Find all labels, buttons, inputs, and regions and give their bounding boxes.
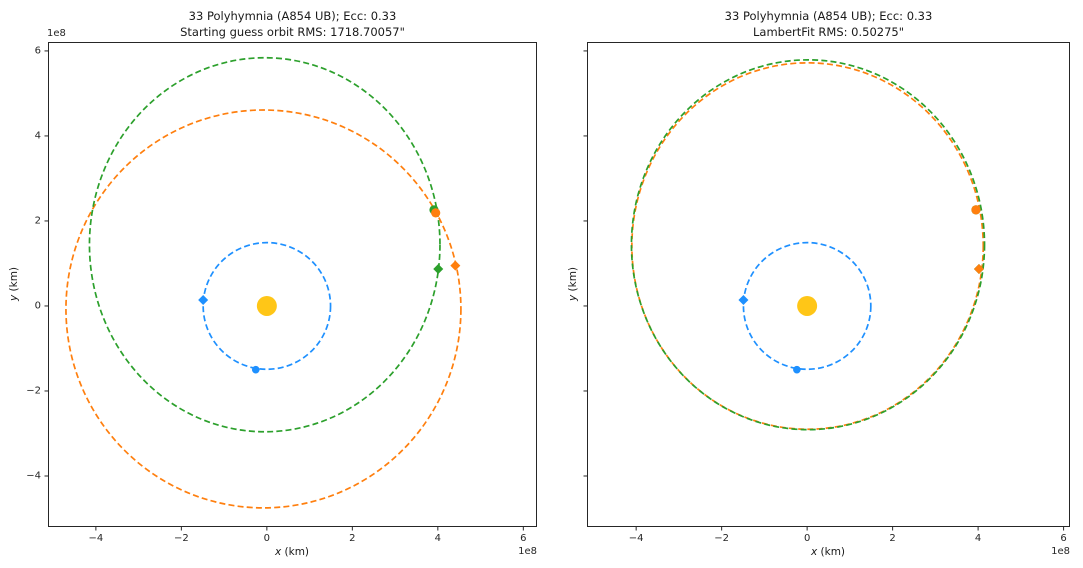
right-y-axis-label-var: y: [567, 294, 579, 302]
x-tick-label: −2: [714, 533, 730, 544]
right-plot-title-line2: LambertFit RMS: 0.50275": [753, 25, 904, 39]
true-orbit-green: [630, 59, 986, 431]
observation-point-orange-marker: [971, 205, 981, 215]
x-tick-label: 0: [803, 533, 811, 544]
sun: [256, 295, 277, 316]
asteroid-position-green-marker: [433, 263, 444, 274]
left-plot-title: 33 Polyhymnia (A854 UB); Ecc: 0.33 Start…: [48, 8, 537, 40]
right-plot-title: 33 Polyhymnia (A854 UB); Ecc: 0.33 Lambe…: [587, 8, 1070, 40]
right-x-axis-label-var: x: [810, 546, 818, 558]
right-x-axis-label-unit: (km): [817, 546, 846, 558]
y-tick-label: −4: [26, 470, 41, 482]
axes-frame: [587, 42, 1070, 527]
x-tick-label: 4: [434, 533, 442, 544]
x-tick-label: 2: [889, 533, 896, 544]
right-x-axis-label: x (km): [811, 546, 845, 558]
earth-position-2-marker: [793, 365, 801, 374]
asteroid-position-orange-marker: [450, 260, 461, 271]
earth-orbit: [202, 241, 332, 371]
left-y-axis-label: y (km): [8, 267, 20, 301]
right-y-axis-label-unit: (km): [567, 266, 579, 295]
left-y-axis-label-unit: (km): [8, 266, 20, 295]
left-y-axis-offset-text: 1e8: [47, 28, 66, 39]
x-tick-label: −4: [628, 533, 644, 544]
left-x-axis-label: x (km): [275, 546, 309, 558]
right-y-axis-label: y (km): [567, 267, 579, 301]
starting-guess-orbit-green: [88, 56, 441, 433]
earth-position-1-marker: [198, 295, 209, 306]
x-tick-label: 0: [263, 533, 271, 544]
y-tick-label: 6: [34, 45, 41, 57]
left-x-axis-label-var: x: [274, 546, 282, 558]
starting-guess-orbit-orange: [65, 109, 462, 509]
left-x-axis-label-unit: (km): [281, 546, 310, 558]
observation-point-orange-marker: [431, 208, 441, 218]
earth-orbit: [742, 241, 872, 371]
right-plot-title-line1: 33 Polyhymnia (A854 UB); Ecc: 0.33: [724, 9, 933, 23]
x-tick-label: 4: [974, 533, 982, 544]
left-plot-title-line1: 33 Polyhymnia (A854 UB); Ecc: 0.33: [188, 9, 397, 23]
right-plot-area: [583, 42, 1070, 531]
x-tick-label: 6: [1060, 533, 1067, 544]
earth-position-1-marker: [738, 295, 749, 306]
left-plot-title-line2: Starting guess orbit RMS: 1718.70057": [180, 25, 405, 39]
y-tick-label: −2: [26, 385, 41, 397]
y-tick-label: 0: [34, 300, 41, 312]
axes-frame: [48, 42, 537, 527]
left-x-axis-offset-text: 1e8: [518, 546, 537, 557]
x-tick-label: 2: [349, 533, 356, 544]
right-x-axis-offset-text: 1e8: [1051, 546, 1070, 557]
sun: [797, 295, 818, 316]
asteroid-position-orange-marker: [973, 263, 984, 274]
x-tick-label: 6: [520, 533, 527, 544]
x-tick-label: −4: [88, 533, 104, 544]
x-tick-label: −2: [173, 533, 189, 544]
y-tick-label: 4: [34, 130, 41, 142]
earth-position-2-marker: [251, 365, 260, 374]
left-plot-area: [44, 42, 537, 531]
lambert-fit-orbit-orange: [631, 61, 985, 431]
y-tick-label: 2: [34, 215, 41, 227]
